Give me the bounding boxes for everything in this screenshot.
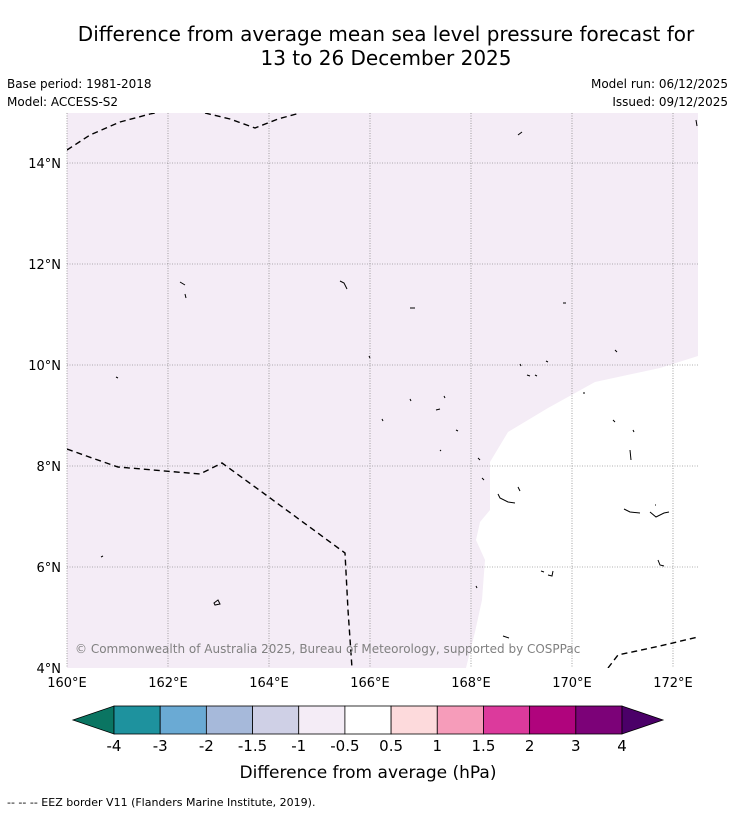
colorbar-extension-low [71,705,115,735]
lat-label: 12°N [28,258,61,273]
lat-label: 10°N [28,359,61,374]
metadata-left: Base period: 1981-2018 Model: ACCESS-S2 [7,75,152,111]
colorbar-tick-label: -3 [153,737,168,755]
colorbar-segment [159,705,207,735]
colorbar-segment [298,705,346,735]
island [519,349,618,367]
colorbar-segment [436,705,484,735]
colorbar-segment [529,705,577,735]
lat-label: 6°N [37,561,62,576]
title-line-1: Difference from average mean sea level p… [77,22,695,46]
islands [100,119,698,639]
colorbar-segment [252,705,300,735]
eez-border-north [204,113,301,129]
island [409,392,585,402]
lon-label: 162°E [148,676,188,691]
colorbar-tick-label: -4 [107,737,122,755]
graticule [66,113,698,668]
copyright-notice: © Commonwealth of Australia 2025, Bureau… [75,642,580,656]
colorbar-segment [113,705,161,735]
lat-label: 8°N [37,460,62,475]
base-period: Base period: 1981-2018 [7,77,152,91]
island [629,449,632,461]
island [179,281,187,299]
colorbar-tick-label: 2 [525,737,535,755]
island [477,457,485,481]
colorbar-segment [205,705,253,735]
lon-label: 164°E [249,676,289,691]
chart-title: Difference from average mean sea level p… [0,22,736,70]
colorbar-extension-high [621,705,665,735]
colorbar-segment [344,705,392,735]
model-name: Model: ACCESS-S2 [7,95,119,109]
island [517,131,523,136]
island [657,559,665,567]
eez-borders [67,113,698,668]
colorbar-segment [390,705,438,735]
island [526,374,538,377]
island [497,486,521,504]
near-zero-anomaly-region [466,356,698,668]
colorbar-tick-label: 1 [432,737,442,755]
colorbar-segment [483,705,531,735]
colorbar: -4 -3 -2 -1.5 -1 -0.5 0.5 1 1.5 2 3 4 [71,705,665,755]
title-line-2: 13 to 26 December 2025 [260,46,512,70]
island [213,599,221,606]
colorbar-title: Difference from average (hPa) [240,763,497,783]
colorbar-tick-label: 1.5 [472,737,496,755]
lon-label: 170°E [552,676,592,691]
issued-date: Issued: 09/12/2025 [612,95,728,109]
island [439,419,635,452]
latitude-labels: 14°N 12°N 10°N 8°N 6°N 4°N [28,157,61,677]
lat-label: 14°N [28,157,61,172]
model-run: Model run: 06/12/2025 [590,77,728,91]
island [100,555,554,577]
eez-border-north-west [67,113,159,151]
lon-label: 160°E [47,676,87,691]
island [115,376,119,379]
colorbar-tick-label: 0.5 [379,737,403,755]
island [502,635,510,639]
colorbar-tick-label: 4 [617,737,627,755]
island [368,355,371,359]
lon-label: 166°E [350,676,390,691]
island [475,585,478,589]
lon-label: 168°E [451,676,491,691]
colorbar-tick-label: -0.5 [330,737,359,755]
colorbar-tick-label: -1.5 [238,737,267,755]
colorbar-segment [575,705,623,735]
colorbar-tick-label: 3 [571,737,581,755]
island [623,504,670,518]
island [695,119,698,127]
lon-label: 172°E [653,676,693,691]
eez-footnote: -- -- -- EEZ border V11 (Flanders Marine… [7,796,316,809]
lat-label: 4°N [37,662,62,677]
colorbar-tick-label: -1 [291,737,306,755]
eez-border-south-west [67,448,353,668]
island [339,280,348,290]
metadata-right: Model run: 06/12/2025 Issued: 09/12/2025 [591,75,728,111]
island [381,408,459,432]
colorbar-tick-label: -2 [199,737,214,755]
longitude-labels: 160°E 162°E 164°E 166°E 168°E 170°E 172°… [47,676,693,691]
